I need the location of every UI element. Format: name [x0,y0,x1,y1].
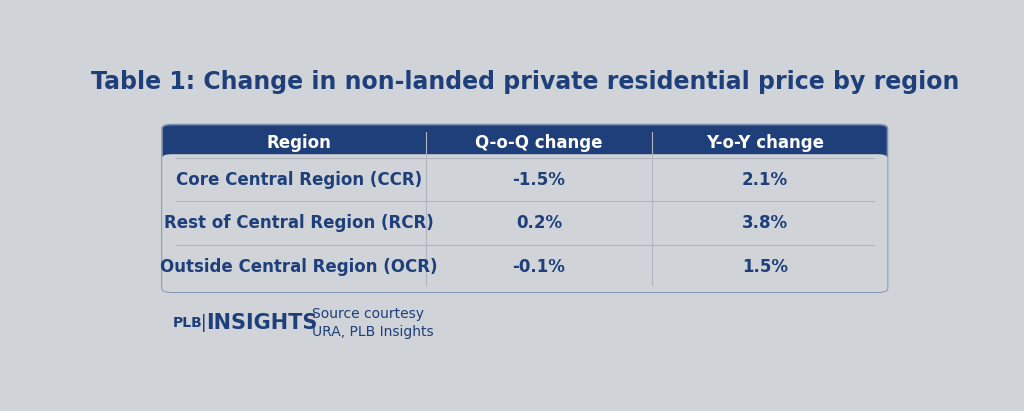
Text: INSIGHTS: INSIGHTS [207,313,317,333]
Text: Q-o-Q change: Q-o-Q change [475,134,603,152]
Text: |: | [196,314,213,332]
Text: 2.1%: 2.1% [741,171,788,189]
Text: 0.2%: 0.2% [516,214,562,232]
Text: Y-o-Y change: Y-o-Y change [706,134,824,152]
Text: -1.5%: -1.5% [512,171,565,189]
Text: 1.5%: 1.5% [742,258,787,275]
Text: Source courtesy
URA, PLB Insights: Source courtesy URA, PLB Insights [312,307,434,339]
FancyBboxPatch shape [162,154,888,292]
Text: PLB: PLB [173,316,203,330]
Text: Outside Central Region (OCR): Outside Central Region (OCR) [160,258,437,275]
Text: 3.8%: 3.8% [741,214,788,232]
Text: Table 1: Change in non-landed private residential price by region: Table 1: Change in non-landed private re… [90,70,959,94]
Bar [173,158,877,166]
Text: -0.1%: -0.1% [512,258,565,275]
FancyBboxPatch shape [162,125,888,292]
Text: Region: Region [266,134,331,152]
Text: Rest of Central Region (RCR): Rest of Central Region (RCR) [164,214,433,232]
Text: Core Central Region (CCR): Core Central Region (CCR) [176,171,422,189]
